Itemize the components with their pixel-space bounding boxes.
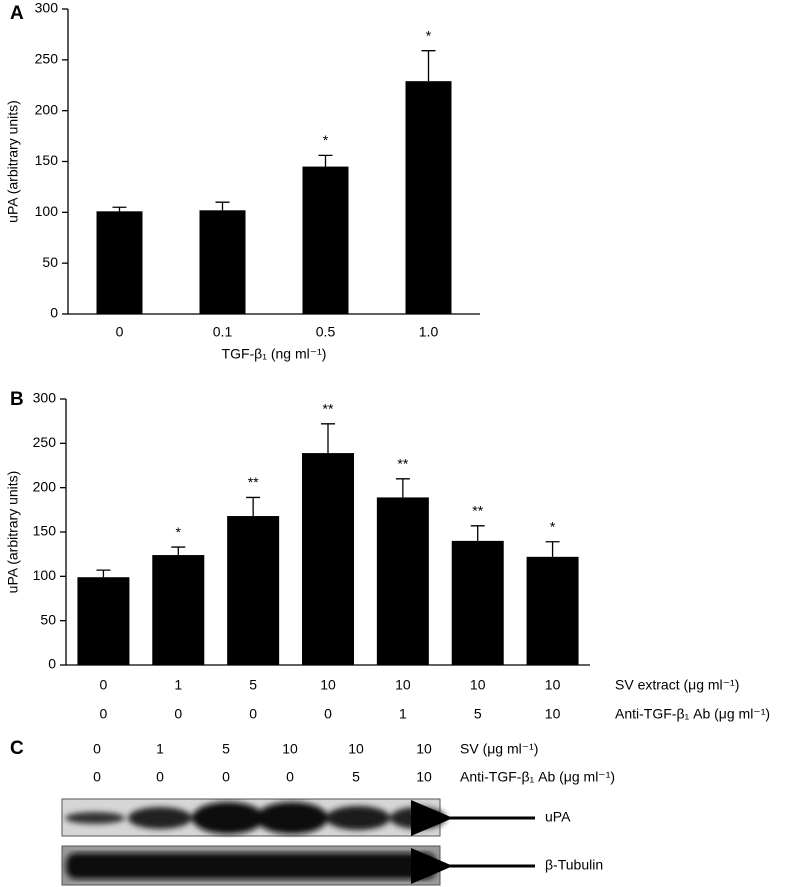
y-tick-label: 250 [33, 434, 57, 450]
x-tick-label: 0 [100, 677, 108, 693]
x-tick-label: 5 [249, 677, 257, 693]
y-tick-label: 300 [35, 0, 59, 16]
lane-label: 5 [352, 769, 360, 785]
bar [227, 516, 280, 665]
x-tick-label: 1.0 [419, 324, 439, 340]
bar [96, 211, 143, 314]
lane-label: 10 [416, 769, 432, 785]
error-bar [318, 154, 333, 167]
y-tick-label: 0 [48, 656, 56, 672]
lane-label: 10 [416, 741, 432, 757]
y-tick-label: 0 [50, 305, 58, 321]
y-tick-label: 50 [40, 611, 56, 627]
row-label: Anti-TGF-β₁ Ab (μg ml⁻¹) [615, 706, 770, 722]
bar [526, 556, 579, 665]
x-axis-label: TGF-β₁ (ng ml⁻¹) [222, 346, 327, 362]
y-tick-label: 50 [42, 254, 58, 270]
row-label: SV extract (μg ml⁻¹) [615, 677, 739, 693]
significance-label: ** [397, 456, 408, 472]
lane-label: 10 [348, 741, 364, 757]
significance-label: ** [472, 502, 483, 518]
panel-label: B [10, 389, 24, 410]
error-bar [215, 201, 230, 211]
lane-label: 0 [222, 769, 230, 785]
band-label: uPA [545, 809, 571, 825]
bar [77, 577, 130, 665]
x-tick-label: 0.5 [316, 324, 336, 340]
x-tick-label: 0 [100, 706, 108, 722]
y-tick-label: 200 [33, 478, 57, 494]
error-bar [470, 525, 485, 541]
significance-label: * [323, 132, 329, 148]
lane-label: 0 [93, 741, 101, 757]
band-label: β-Tubulin [545, 857, 603, 873]
x-tick-label: 10 [545, 706, 561, 722]
y-axis-label: uPA (arbitrary units) [5, 100, 21, 223]
bar [405, 81, 452, 314]
bar [376, 497, 429, 665]
error-bar [96, 569, 111, 578]
error-bar [246, 496, 261, 517]
x-tick-label: 5 [474, 706, 482, 722]
y-tick-label: 250 [35, 51, 59, 67]
y-tick-label: 150 [33, 523, 57, 539]
x-tick-label: 1 [399, 706, 407, 722]
x-tick-label: 0 [249, 706, 257, 722]
significance-label: * [426, 27, 432, 43]
tubulin-bands [66, 853, 436, 879]
error-bar [171, 546, 186, 556]
panel-label: A [10, 3, 24, 24]
bar [302, 166, 349, 314]
x-tick-label: 10 [545, 677, 561, 693]
y-tick-label: 100 [35, 203, 59, 219]
x-tick-label: 1 [174, 677, 182, 693]
row-label: SV (μg ml⁻¹) [460, 741, 538, 757]
lane-label: 0 [286, 769, 294, 785]
significance-label: ** [323, 401, 334, 417]
x-tick-label: 0 [174, 706, 182, 722]
y-axis-label: uPA (arbitrary units) [5, 471, 21, 594]
error-bar [545, 541, 560, 557]
bar [302, 453, 354, 665]
significance-label: ** [248, 474, 259, 490]
x-tick-label: 10 [470, 677, 486, 693]
lane-label: 10 [282, 741, 298, 757]
bar [451, 540, 504, 665]
lane-label: 5 [222, 741, 230, 757]
lane-label: 0 [93, 769, 101, 785]
bar [152, 555, 205, 665]
y-tick-label: 300 [33, 390, 57, 406]
bar [199, 210, 246, 314]
error-bar [421, 50, 436, 82]
x-tick-label: 0 [116, 324, 124, 340]
lane-label: 1 [156, 741, 164, 757]
x-tick-label: 0.1 [213, 324, 233, 340]
x-tick-label: 10 [320, 677, 336, 693]
significance-label: * [550, 518, 556, 534]
x-tick-label: 10 [395, 677, 411, 693]
x-tick-label: 0 [324, 706, 332, 722]
row-label: Anti-TGF-β₁ Ab (μg ml⁻¹) [460, 769, 615, 785]
error-bar [395, 478, 410, 498]
y-tick-label: 100 [33, 567, 57, 583]
y-tick-label: 150 [35, 152, 59, 168]
panel-label: C [10, 738, 24, 759]
error-bar [321, 423, 335, 454]
significance-label: * [176, 524, 182, 540]
y-tick-label: 200 [35, 101, 59, 117]
lane-label: 0 [156, 769, 164, 785]
error-bar [112, 206, 127, 212]
